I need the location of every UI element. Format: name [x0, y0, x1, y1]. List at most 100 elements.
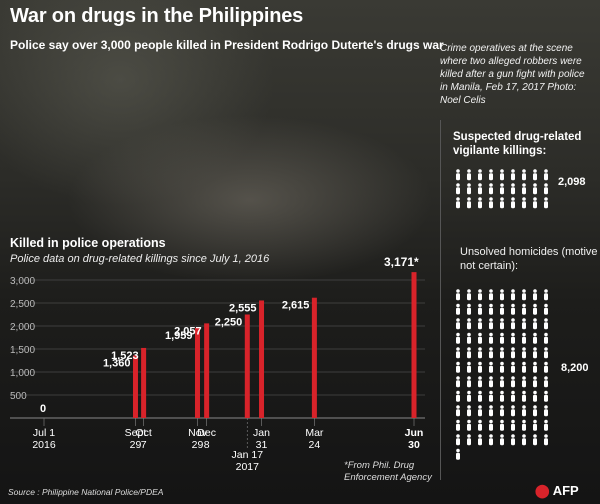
x-tick-label: Oct [135, 427, 151, 439]
person-icon [544, 332, 548, 344]
person-icon [544, 361, 548, 373]
person-icon [522, 361, 526, 373]
person-icon [489, 183, 493, 195]
person-icon [522, 289, 526, 301]
person-icon [478, 376, 482, 388]
person-icon [489, 332, 493, 344]
person-icon [522, 303, 526, 315]
person-icon [533, 197, 537, 209]
x-tick-label: Jan 17 [232, 449, 264, 461]
person-icon [500, 169, 504, 181]
person-icon [467, 347, 471, 359]
person-icon [467, 419, 471, 431]
y-tick-label: 1,000 [10, 368, 35, 379]
person-icon [456, 169, 460, 181]
x-tick-label: Jul 1 [33, 427, 55, 439]
person-icon-grid [456, 169, 548, 460]
person-icon [511, 197, 515, 209]
person-icon [544, 169, 548, 181]
person-icon [456, 448, 460, 460]
chart-bars [132, 272, 417, 418]
x-tick-label: Nov [188, 427, 207, 439]
y-tick-label: 3,000 [10, 276, 35, 287]
person-icon [456, 419, 460, 431]
person-icon [478, 197, 482, 209]
x-tick-label: 2016 [32, 439, 56, 451]
vigilante-title: Suspected drug-related vigilante killing… [453, 131, 582, 157]
person-icon [478, 419, 482, 431]
person-icon [544, 347, 548, 359]
person-icon [500, 197, 504, 209]
person-icon [511, 361, 515, 373]
x-tick-label: Sept [125, 427, 147, 439]
x-tick-label: 8 [204, 439, 210, 451]
person-icon [544, 289, 548, 301]
y-tick-label: 2,000 [10, 322, 35, 333]
person-icon [500, 332, 504, 344]
person-icon [456, 197, 460, 209]
person-icon [456, 183, 460, 195]
y-tick-label: 1,500 [10, 345, 35, 356]
chart-grid [10, 279, 425, 448]
person-icon [511, 289, 515, 301]
person-icon [533, 405, 537, 417]
person-icon [500, 361, 504, 373]
x-tick-label: Dec [197, 427, 216, 439]
person-icon [500, 289, 504, 301]
person-icon [533, 289, 537, 301]
photo-caption: Crime operatives at the scene where two … [440, 43, 585, 106]
data-label: 0 [40, 403, 46, 415]
x-tick-label: Jun [405, 427, 424, 439]
person-icon [544, 434, 548, 446]
person-icon [544, 390, 548, 402]
person-icon [467, 332, 471, 344]
person-icon [478, 361, 482, 373]
person-icon [544, 419, 548, 431]
person-icon [478, 289, 482, 301]
y-tick-label: 2,500 [10, 299, 35, 310]
page-title: War on drugs in the Philippines [10, 5, 304, 27]
bar [244, 314, 250, 418]
person-icon [456, 434, 460, 446]
page-subtitle: Police say over 3,000 people killed in P… [10, 38, 444, 52]
person-icon [489, 434, 493, 446]
person-icon [500, 405, 504, 417]
bar [141, 347, 147, 418]
person-icon [456, 361, 460, 373]
person-icon [533, 332, 537, 344]
person-icon [478, 390, 482, 402]
person-icon [511, 390, 515, 402]
person-icon [489, 318, 493, 330]
person-icon [467, 361, 471, 373]
person-icon [533, 376, 537, 388]
x-tick-label: 24 [309, 439, 321, 451]
person-icon [456, 332, 460, 344]
person-icon [544, 405, 548, 417]
data-label: 1,959 [165, 330, 193, 342]
footnote: *From Phil. Drug Enforcement Agency [344, 460, 432, 483]
person-icon [467, 376, 471, 388]
person-icon [478, 183, 482, 195]
person-icon [489, 347, 493, 359]
x-tick-label: Mar [305, 427, 324, 439]
person-icon [467, 169, 471, 181]
person-icon [522, 318, 526, 330]
person-icon [511, 169, 515, 181]
person-icon [500, 390, 504, 402]
person-icon [500, 303, 504, 315]
bar [204, 323, 210, 418]
person-icon [456, 376, 460, 388]
person-icon [511, 405, 515, 417]
unsolved-value: 8,200 [561, 362, 589, 374]
person-icon [489, 303, 493, 315]
person-icon [522, 197, 526, 209]
person-icon [467, 318, 471, 330]
person-icon [522, 419, 526, 431]
person-icon [522, 332, 526, 344]
person-icon [533, 419, 537, 431]
person-icon [467, 405, 471, 417]
person-icon [478, 405, 482, 417]
x-tick-label: 31 [256, 439, 268, 451]
